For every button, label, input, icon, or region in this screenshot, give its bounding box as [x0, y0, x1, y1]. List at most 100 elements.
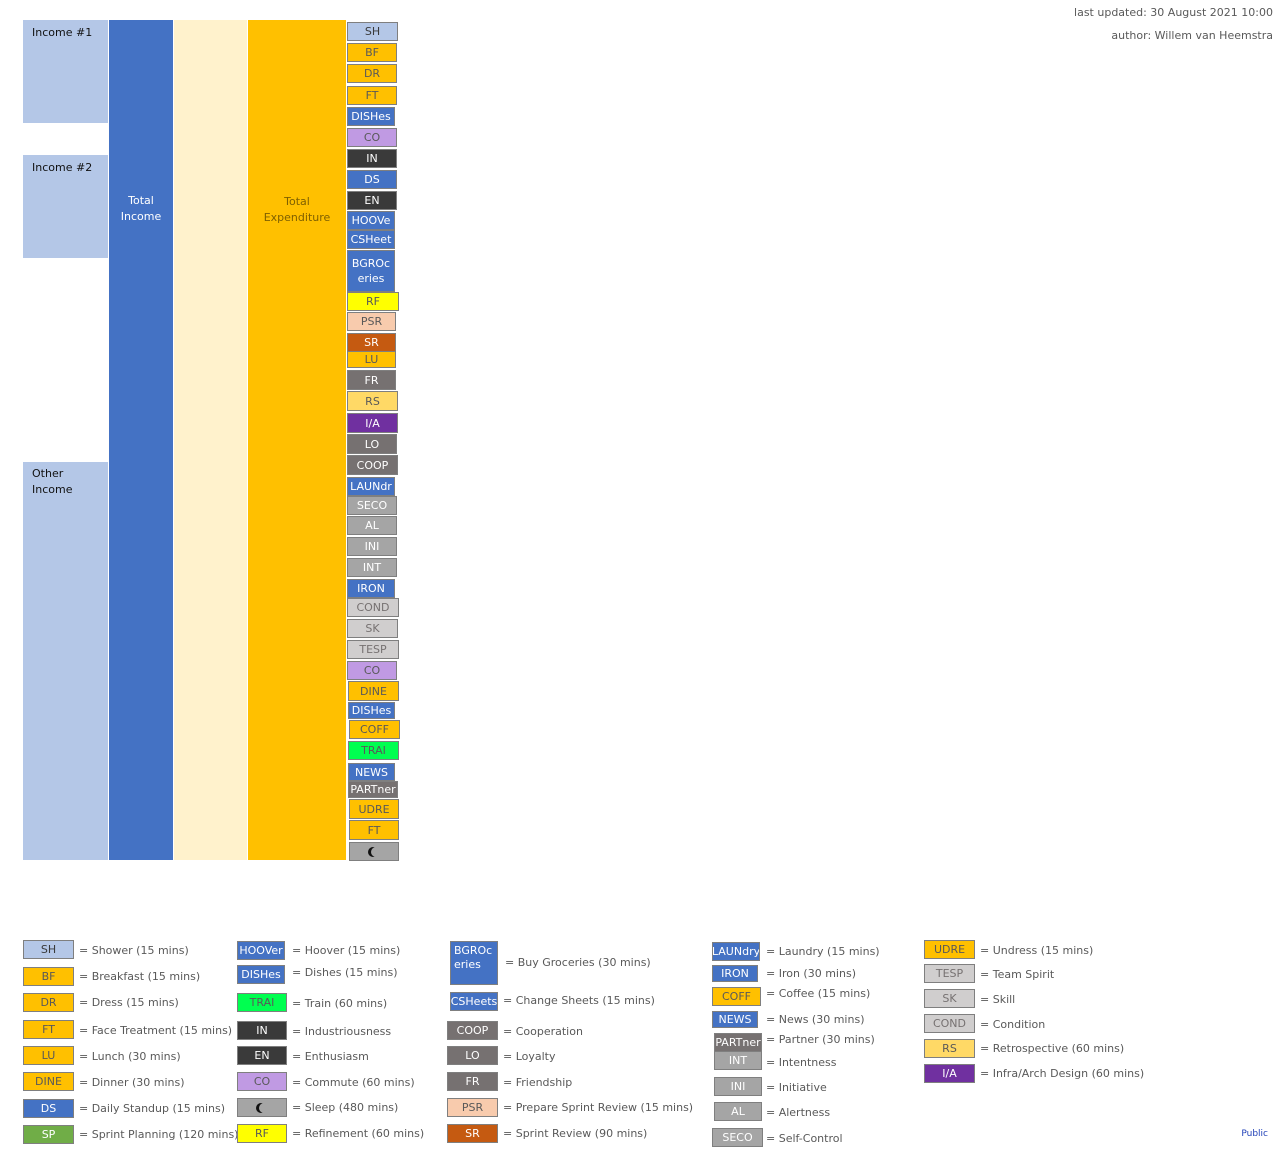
stack-item: DR [347, 64, 397, 83]
legend-description: = Sleep (480 mins) [292, 1101, 399, 1114]
legend-description: = Change Sheets (15 mins) [503, 994, 655, 1007]
legend-description: = Self-Control [766, 1132, 843, 1145]
stack-item: INT [347, 558, 397, 577]
stack-item: TESP [347, 640, 399, 659]
legend-swatch: COFF [712, 987, 761, 1006]
legend-swatch: NEWS [712, 1011, 758, 1028]
legend-description: = Enthusiasm [292, 1050, 369, 1063]
legend-swatch: DINE [23, 1072, 74, 1091]
legend-description: = Shower (15 mins) [79, 944, 189, 957]
legend-description: = Infra/Arch Design (60 mins) [980, 1067, 1145, 1080]
legend-description: = Retrospective (60 mins) [980, 1042, 1125, 1055]
stack-item: INI [347, 537, 397, 556]
stack-item: LU [347, 351, 396, 368]
legend-swatch: SH [23, 940, 74, 959]
author-text: author: Willem van Heemstra [1111, 29, 1273, 42]
stack-item: LO [347, 434, 397, 454]
moon-icon [371, 847, 381, 857]
income1-block: Income #1 [23, 20, 108, 123]
stack-item: BGROc eries [347, 250, 395, 292]
legend-swatch: SECO [712, 1128, 763, 1147]
stack-item: SR [347, 333, 396, 352]
stack-item: IN [347, 149, 397, 168]
other-income-block: Other Income [23, 462, 108, 860]
stack-item: FR [347, 370, 396, 390]
legend-swatch: UDRE [924, 940, 975, 959]
legend-swatch: DS [23, 1099, 74, 1118]
total-income-column: Total Income [109, 20, 173, 860]
legend-description: = Dinner (30 mins) [79, 1076, 185, 1089]
legend-description: = Laundry (15 mins) [766, 945, 880, 958]
legend-swatch: BF [23, 967, 74, 986]
legend-swatch: EN [237, 1046, 287, 1065]
legend-description: = Hoover (15 mins) [292, 944, 401, 957]
legend-swatch: INI [714, 1077, 762, 1096]
stack-item: DINE [348, 681, 399, 701]
legend-description: = Dishes (15 mins) [292, 966, 398, 979]
legend-description: = Dress (15 mins) [79, 996, 179, 1009]
legend-swatch: SP [23, 1125, 74, 1144]
legend-swatch: FT [23, 1020, 74, 1039]
legend-swatch: FR [447, 1072, 498, 1091]
other-income-label: Other Income [32, 467, 73, 496]
legend-description: = Friendship [503, 1076, 573, 1089]
legend-description: = Condition [980, 1018, 1046, 1031]
legend-swatch: CSHeets [450, 992, 498, 1011]
legend-description: = Alertness [766, 1106, 831, 1119]
legend-swatch: PSR [447, 1098, 498, 1117]
legend-swatch: COND [924, 1014, 975, 1033]
income1-label: Income #1 [32, 26, 93, 39]
income2-block: Income #2 [23, 155, 108, 258]
legend-swatch: RF [237, 1124, 287, 1143]
legend-description: = Sprint Planning (120 mins) [79, 1128, 239, 1141]
moon-icon [259, 1103, 269, 1113]
legend-description: = Sprint Review (90 mins) [503, 1127, 648, 1140]
legend-description: = Loyalty [503, 1050, 556, 1063]
legend-description: = Daily Standup (15 mins) [79, 1102, 226, 1115]
stack-item: DS [347, 170, 397, 189]
legend-swatch [237, 1098, 287, 1117]
legend-swatch: TRAI [237, 993, 287, 1012]
stack-item: NEWS [348, 763, 395, 781]
stack-item: SH [347, 22, 398, 41]
legend-description: = Refinement (60 mins) [292, 1127, 425, 1140]
legend-swatch: IN [237, 1021, 287, 1040]
stack-item: IRON [347, 579, 395, 598]
stack-item: RF [347, 292, 399, 311]
legend-swatch: PARTner [714, 1033, 762, 1052]
stack-item: BF [347, 43, 397, 62]
stack-item: CSHeet [347, 230, 395, 249]
legend-swatch: LAUNdry [712, 942, 760, 961]
legend-swatch: DISHes [237, 965, 285, 984]
stack-item: COFF [349, 720, 400, 739]
stack-item: SECO [347, 496, 397, 515]
legend-swatch: I/A [924, 1064, 975, 1083]
stack-item: HOOVe [347, 211, 395, 230]
stack-item: CO [347, 661, 397, 680]
legend-swatch: COOP [447, 1021, 498, 1040]
stack-item [349, 842, 399, 861]
legend-description: = Prepare Sprint Review (15 mins) [503, 1101, 694, 1114]
legend-swatch: DR [23, 993, 74, 1012]
last-updated-text: last updated: 30 August 2021 10:00 [1074, 6, 1273, 19]
legend-swatch: SK [924, 989, 975, 1008]
legend-description: = Face Treatment (15 mins) [79, 1024, 233, 1037]
legend-swatch: HOOVer [237, 941, 285, 960]
legend-description: = Skill [980, 993, 1016, 1006]
balance-column [174, 20, 247, 860]
stack-item: I/A [347, 413, 398, 433]
stack-item: RS [347, 391, 398, 411]
total-expenditure-column: Total Expenditure [248, 20, 346, 860]
legend-swatch: AL [714, 1102, 762, 1121]
legend-swatch: TESP [924, 964, 975, 983]
legend-description: = Train (60 mins) [292, 997, 388, 1010]
stack-item: COOP [347, 455, 398, 475]
legend-description: = Intentness [766, 1056, 837, 1069]
stack-item: FT [349, 820, 399, 840]
legend-swatch: CO [237, 1072, 287, 1091]
legend-description: = Iron (30 mins) [766, 967, 856, 980]
stack-item: SK [347, 619, 398, 638]
stack-item: FT [347, 86, 397, 105]
legend-swatch: LU [23, 1046, 74, 1065]
legend-description: = Coffee (15 mins) [766, 987, 871, 1000]
